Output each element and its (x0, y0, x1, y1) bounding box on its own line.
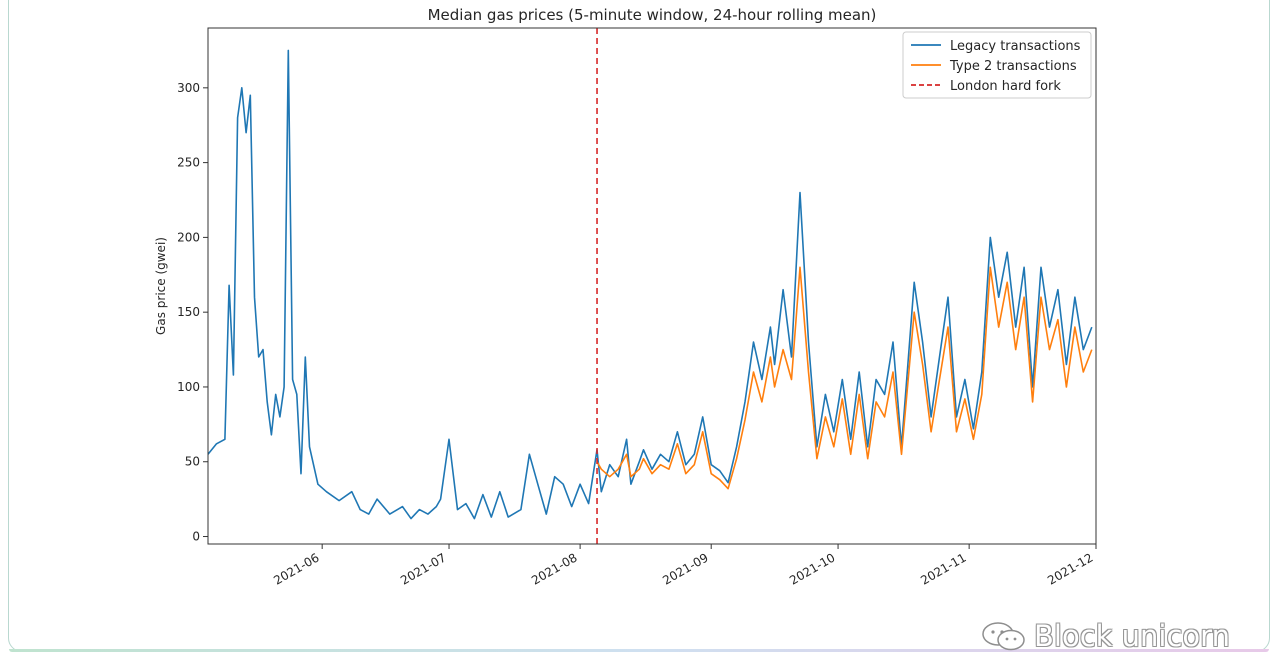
y-axis-label: Gas price (gwei) (154, 237, 168, 335)
legend-label: Legacy transactions (950, 39, 1081, 54)
legend: Legacy transactions Type 2 transactions Lo… (902, 31, 1092, 99)
legend-label: London hard fork (950, 79, 1061, 94)
x-tick-label: 2021-08 (529, 550, 579, 587)
gas-price-chart: Median gas prices (5-minute window, 24-h… (154, 6, 1097, 588)
watermark-text: Block unicorn (1034, 619, 1230, 653)
series-line-2 (596, 266, 1093, 490)
legend-box (902, 31, 1092, 99)
x-tick-label: 2021-10 (787, 550, 837, 587)
y-tick-label: 150 (177, 305, 200, 319)
wechat-icon (982, 622, 1025, 651)
legend-label: Type 2 transactions (949, 59, 1077, 74)
watermark: Block unicorn (980, 618, 1230, 654)
x-tick-label: 2021-07 (398, 550, 448, 587)
chart-title: Median gas prices (5-minute window, 24-h… (428, 6, 877, 24)
x-tick-label: 2021-06 (271, 550, 321, 587)
y-tick-label: 200 (177, 230, 200, 244)
y-tick-label: 50 (185, 455, 200, 469)
y-tick-label: 300 (177, 81, 200, 95)
x-tick-label: 2021-09 (660, 550, 710, 587)
x-tick-label: 2021-11 (918, 550, 968, 587)
y-tick-label: 0 (192, 530, 200, 544)
card-border-glow (9, 649, 1269, 652)
x-tick-label: 2021-12 (1045, 550, 1095, 587)
plot-frame (207, 27, 1097, 545)
y-tick-label: 250 (177, 156, 200, 170)
content-card (8, 0, 1270, 652)
y-tick-label: 100 (177, 380, 200, 394)
series-line-1 (207, 49, 1093, 520)
